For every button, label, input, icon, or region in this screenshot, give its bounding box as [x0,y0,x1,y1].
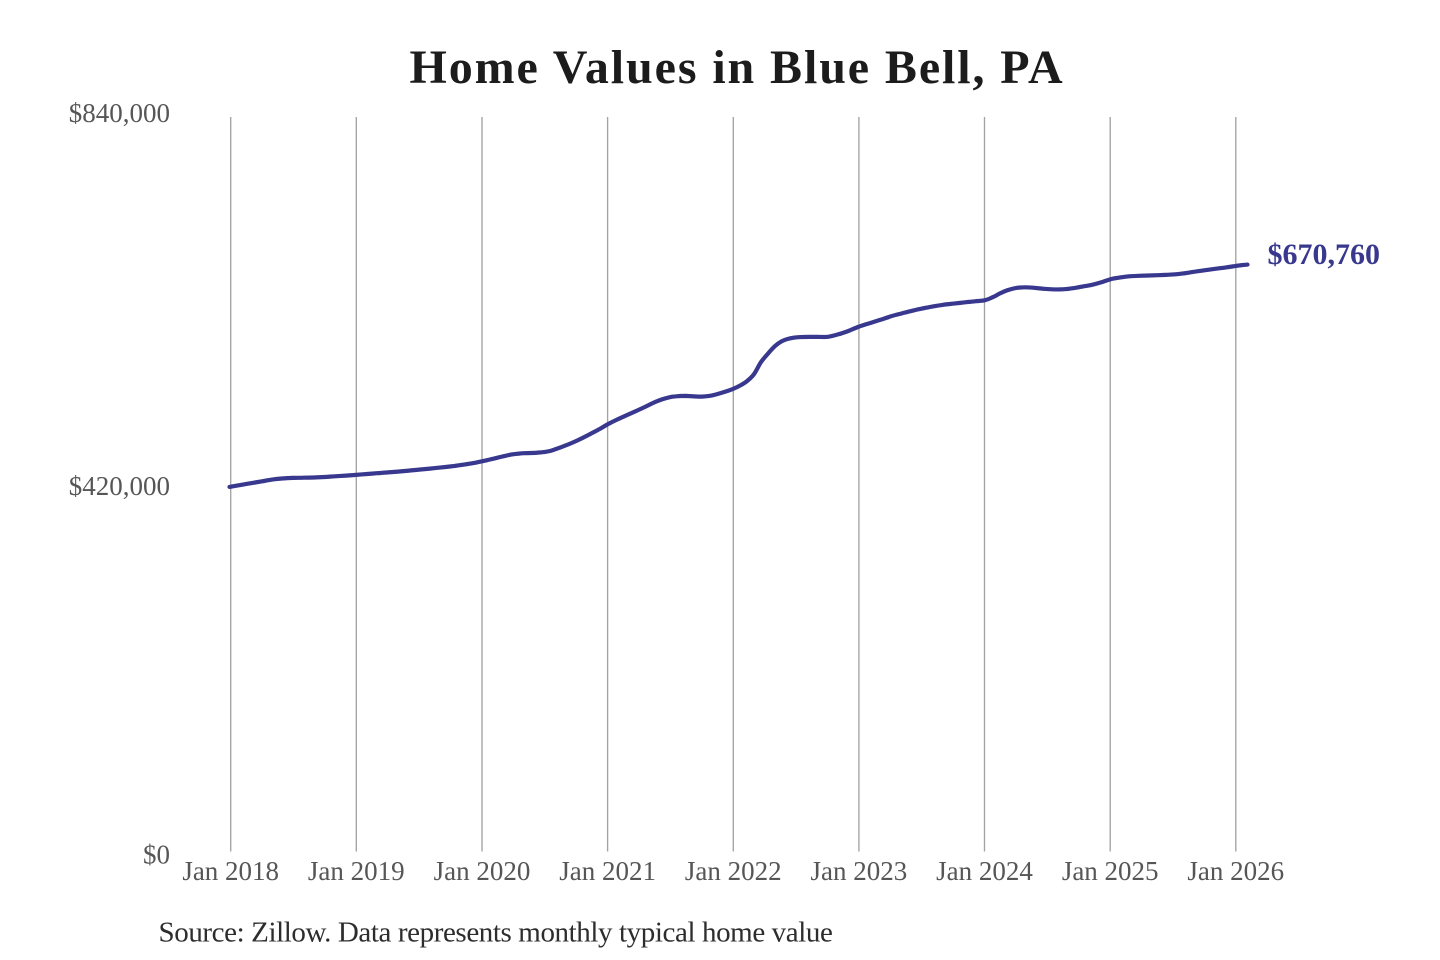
svg-text:Jan 2018: Jan 2018 [182,856,279,886]
svg-text:$0: $0 [143,840,170,870]
svg-text:$420,000: $420,000 [69,471,170,501]
svg-text:Jan 2025: Jan 2025 [1062,856,1159,886]
svg-text:Jan 2021: Jan 2021 [559,856,656,886]
svg-text:Home Values in Blue Bell, PA: Home Values in Blue Bell, PA [409,41,1064,94]
svg-text:Jan 2024: Jan 2024 [936,856,1033,886]
svg-text:Source: Zillow. Data represent: Source: Zillow. Data represents monthly … [159,917,833,949]
svg-text:$670,760: $670,760 [1268,238,1381,271]
svg-text:Jan 2026: Jan 2026 [1187,856,1284,886]
svg-text:Jan 2019: Jan 2019 [308,856,405,886]
svg-text:$840,000: $840,000 [69,98,170,128]
svg-text:Jan 2022: Jan 2022 [685,856,782,886]
svg-text:Jan 2023: Jan 2023 [811,856,908,886]
svg-text:Jan 2020: Jan 2020 [434,856,531,886]
